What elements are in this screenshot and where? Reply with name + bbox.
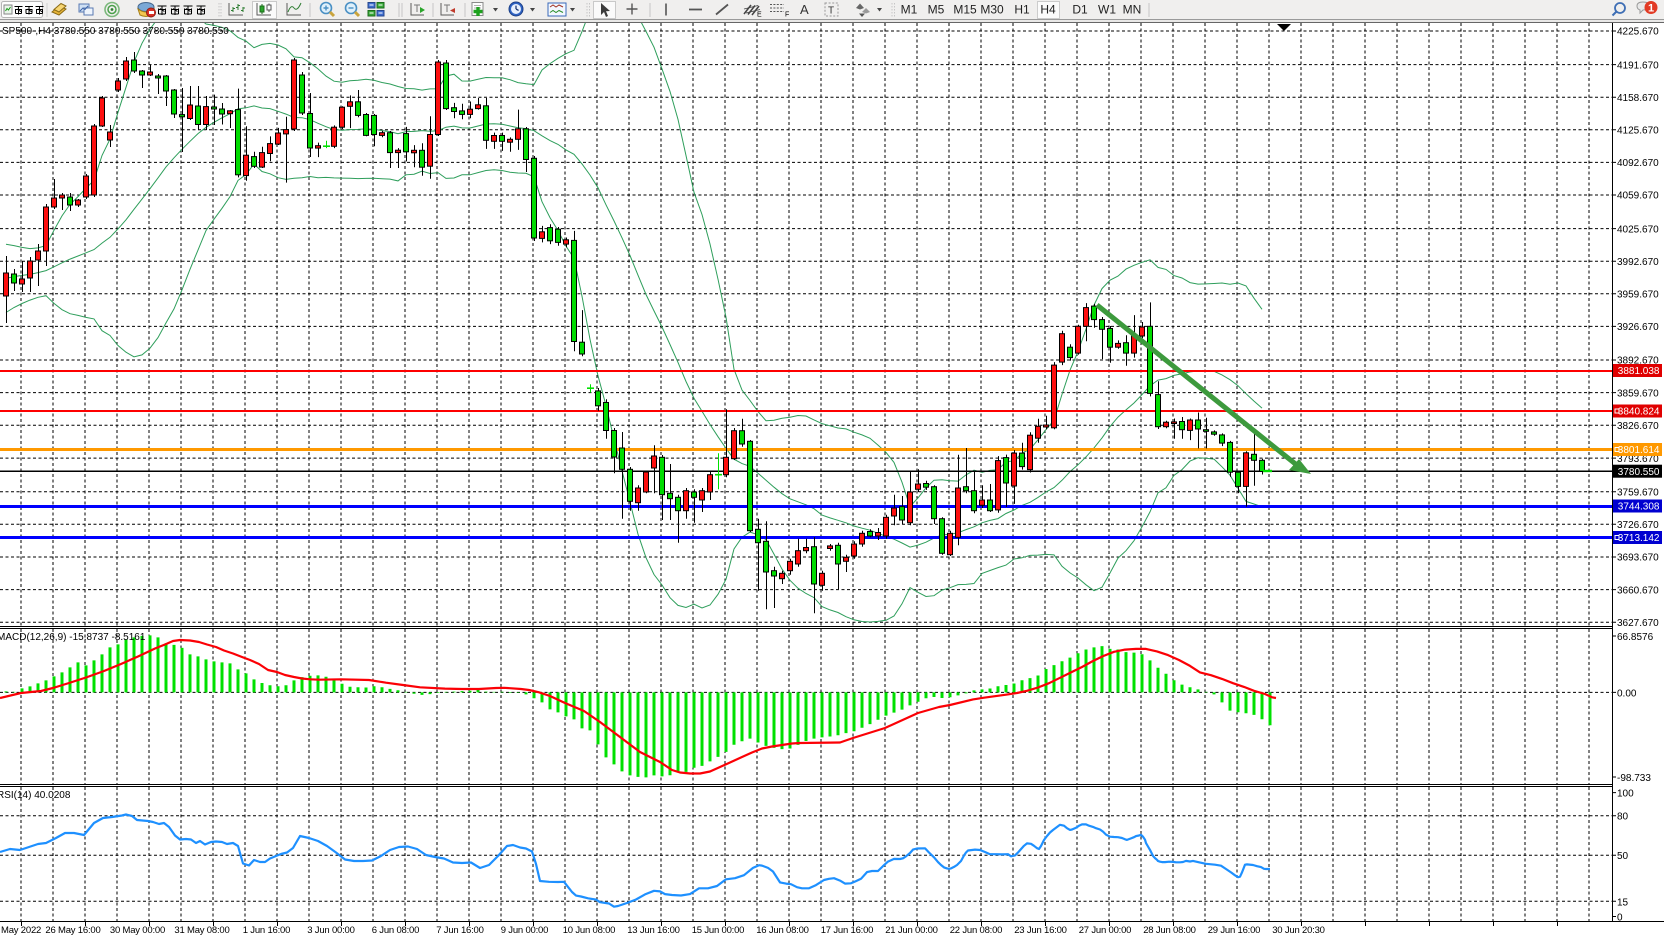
svg-text:10 Jun 08:00: 10 Jun 08:00 bbox=[563, 925, 616, 936]
svg-text:1: 1 bbox=[1648, 3, 1654, 15]
svg-text:30 Jun 20:30: 30 Jun 20:30 bbox=[1272, 925, 1325, 936]
svg-text:3926.670: 3926.670 bbox=[1617, 322, 1659, 333]
svg-text:66.8576: 66.8576 bbox=[1617, 632, 1654, 643]
svg-text:100: 100 bbox=[1617, 789, 1634, 800]
svg-text:3892.670: 3892.670 bbox=[1617, 356, 1659, 367]
svg-text:3660.670: 3660.670 bbox=[1617, 585, 1659, 596]
svg-text:50: 50 bbox=[1617, 851, 1629, 862]
svg-text:3780.550: 3780.550 bbox=[1618, 467, 1660, 478]
svg-text:9 Jun 00:00: 9 Jun 00:00 bbox=[501, 925, 548, 936]
svg-text:3627.670: 3627.670 bbox=[1617, 618, 1659, 629]
svg-text:4158.670: 4158.670 bbox=[1617, 93, 1659, 104]
svg-text:3713.142: 3713.142 bbox=[1618, 533, 1660, 544]
svg-text:4059.670: 4059.670 bbox=[1617, 191, 1659, 202]
svg-text:M5: M5 bbox=[928, 3, 945, 17]
svg-text:May 2022: May 2022 bbox=[1, 925, 41, 936]
svg-text:13 Jun 16:00: 13 Jun 16:00 bbox=[627, 925, 680, 936]
svg-text:3992.670: 3992.670 bbox=[1617, 257, 1659, 268]
svg-text:1 Jun 16:00: 1 Jun 16:00 bbox=[243, 925, 290, 936]
svg-text:M30: M30 bbox=[980, 3, 1004, 17]
svg-text:15: 15 bbox=[1617, 897, 1629, 908]
svg-text:3859.670: 3859.670 bbox=[1617, 388, 1659, 399]
svg-text:29 Jun 16:00: 29 Jun 16:00 bbox=[1208, 925, 1261, 936]
svg-text:3801.614: 3801.614 bbox=[1618, 445, 1660, 456]
svg-text:4025.670: 4025.670 bbox=[1617, 224, 1659, 235]
svg-text:A: A bbox=[800, 2, 809, 17]
svg-text:23 Jun 16:00: 23 Jun 16:00 bbox=[1014, 925, 1067, 936]
svg-text:31 May 08:00: 31 May 08:00 bbox=[174, 925, 229, 936]
svg-text:0: 0 bbox=[1617, 913, 1623, 924]
svg-text:H4: H4 bbox=[1040, 3, 1056, 17]
svg-text:7 Jun 16:00: 7 Jun 16:00 bbox=[436, 925, 483, 936]
svg-text:E: E bbox=[757, 12, 762, 19]
svg-text:3793.670: 3793.670 bbox=[1617, 454, 1659, 465]
svg-text:H1: H1 bbox=[1014, 3, 1030, 17]
svg-text:SP500-,H4 3780.550 3780.550 37: SP500-,H4 3780.550 3780.550 3780.550 378… bbox=[2, 26, 229, 37]
svg-text:4125.670: 4125.670 bbox=[1617, 126, 1659, 137]
svg-text:16 Jun 08:00: 16 Jun 08:00 bbox=[756, 925, 809, 936]
svg-text:MACD(12,26,9) -15.8737 -8.5161: MACD(12,26,9) -15.8737 -8.5161 bbox=[0, 632, 146, 643]
svg-text:MN: MN bbox=[1123, 3, 1142, 17]
svg-text:80: 80 bbox=[1617, 812, 1629, 823]
svg-text:3759.670: 3759.670 bbox=[1617, 487, 1659, 498]
svg-text:3881.038: 3881.038 bbox=[1618, 366, 1660, 377]
svg-text:-98.733: -98.733 bbox=[1617, 773, 1651, 784]
svg-text:M1: M1 bbox=[901, 3, 918, 17]
svg-text:0.00: 0.00 bbox=[1617, 688, 1637, 699]
svg-text:3726.670: 3726.670 bbox=[1617, 520, 1659, 531]
svg-text:30 May 00:00: 30 May 00:00 bbox=[110, 925, 165, 936]
svg-text:4092.670: 4092.670 bbox=[1617, 158, 1659, 169]
svg-text:4225.670: 4225.670 bbox=[1617, 27, 1659, 38]
svg-text:28 Jun 08:00: 28 Jun 08:00 bbox=[1143, 925, 1196, 936]
svg-text:6 Jun 08:00: 6 Jun 08:00 bbox=[372, 925, 419, 936]
svg-text:22 Jun 08:00: 22 Jun 08:00 bbox=[950, 925, 1003, 936]
svg-text:T: T bbox=[828, 6, 834, 17]
svg-text:26 May 16:00: 26 May 16:00 bbox=[45, 925, 100, 936]
svg-text:3959.670: 3959.670 bbox=[1617, 290, 1659, 301]
svg-text:F: F bbox=[785, 12, 789, 19]
svg-text:RSI(14) 40.0208: RSI(14) 40.0208 bbox=[0, 790, 71, 801]
svg-text:15 Jun 00:00: 15 Jun 00:00 bbox=[692, 925, 745, 936]
svg-text:4191.670: 4191.670 bbox=[1617, 60, 1659, 71]
svg-text:3693.670: 3693.670 bbox=[1617, 553, 1659, 564]
svg-text:W1: W1 bbox=[1098, 3, 1116, 17]
svg-text:D1: D1 bbox=[1072, 3, 1088, 17]
svg-text:17 Jun 16:00: 17 Jun 16:00 bbox=[821, 925, 874, 936]
svg-text:3840.824: 3840.824 bbox=[1618, 407, 1660, 418]
svg-text:27 Jun 00:00: 27 Jun 00:00 bbox=[1079, 925, 1132, 936]
svg-text:3 Jun 00:00: 3 Jun 00:00 bbox=[307, 925, 354, 936]
svg-text:3744.308: 3744.308 bbox=[1618, 502, 1660, 513]
svg-text:M15: M15 bbox=[953, 3, 977, 17]
svg-text:3826.670: 3826.670 bbox=[1617, 421, 1659, 432]
svg-text:21 Jun 00:00: 21 Jun 00:00 bbox=[885, 925, 938, 936]
